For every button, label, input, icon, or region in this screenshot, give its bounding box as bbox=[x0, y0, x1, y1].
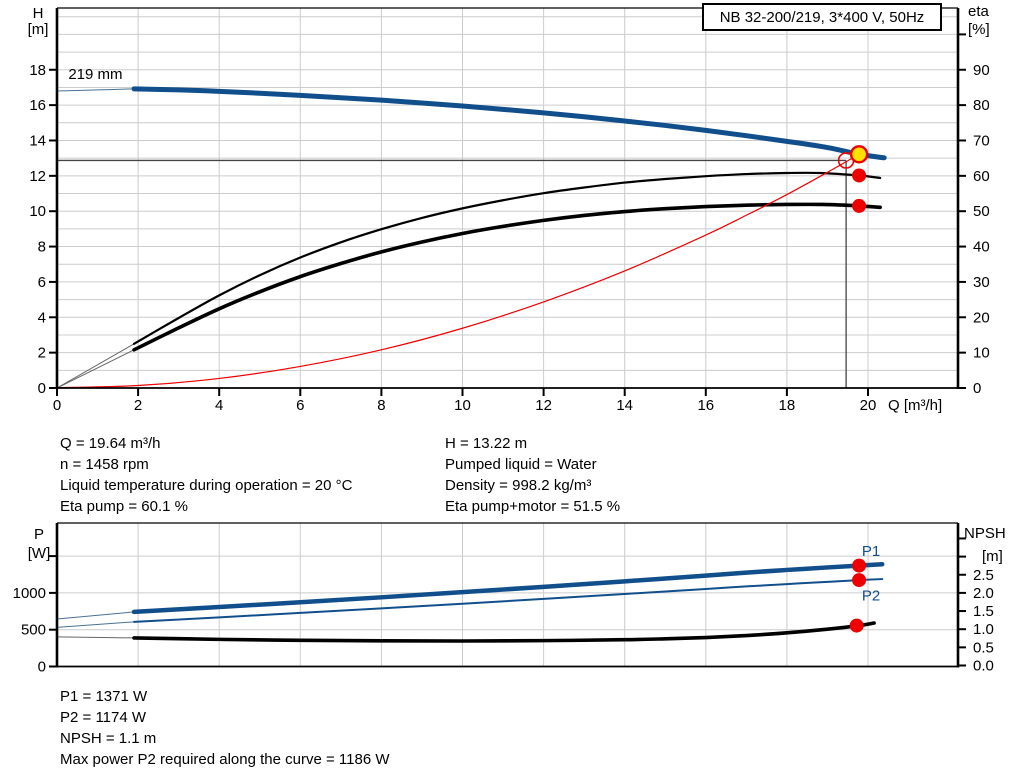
npsh-dot bbox=[849, 618, 864, 633]
result-eta-pump-motor: Eta pump+motor = 51.5 % bbox=[445, 498, 621, 515]
y-left-axis-unit: [m] bbox=[28, 21, 49, 38]
x-tick-label: 20 bbox=[860, 397, 877, 414]
y-right-tick-label: 60 bbox=[973, 168, 990, 185]
y-left-axis-title: H bbox=[33, 5, 44, 22]
y-right-tick-label: 1.0 bbox=[973, 621, 994, 638]
y-right-tick-label: 1.5 bbox=[973, 603, 994, 620]
y-left-tick-label: 1000 bbox=[13, 585, 46, 602]
x-tick-label: 4 bbox=[215, 397, 223, 414]
y-right-tick-label: 2.5 bbox=[973, 567, 994, 584]
eta-pump-motor-dot bbox=[852, 198, 867, 213]
result-density: Density = 998.2 kg/m³ bbox=[445, 477, 592, 494]
p1-label: P1 bbox=[862, 543, 880, 560]
p1-curve-lead bbox=[56, 611, 135, 620]
system-curve bbox=[56, 153, 860, 389]
result-speed: n = 1458 rpm bbox=[60, 456, 149, 473]
y-left-tick-label: 6 bbox=[38, 274, 46, 291]
duty-results-right: H = 13.22 m Pumped liquid = Water Densit… bbox=[445, 433, 620, 517]
p1-curve bbox=[131, 561, 885, 615]
result-liquid-temperature: Liquid temperature during operation = 20… bbox=[60, 477, 353, 494]
y-right-tick-label: 80 bbox=[973, 97, 990, 114]
y-right-tick-label: 40 bbox=[973, 239, 990, 256]
x-tick-label: 12 bbox=[535, 397, 552, 414]
y-left-tick-label: 500 bbox=[21, 622, 46, 639]
y-right-axis-unit: [m] bbox=[982, 548, 1003, 565]
pump-title-box: NB 32-200/219, 3*400 V, 50Hz bbox=[702, 3, 942, 31]
head-curve bbox=[131, 86, 887, 161]
duty-results-left: Q = 19.64 m³/h n = 1458 rpm Liquid tempe… bbox=[60, 433, 352, 517]
x-tick-label: 10 bbox=[454, 397, 471, 414]
y-right-tick-label: 30 bbox=[973, 274, 990, 291]
eta-pump-motor-curve bbox=[132, 202, 882, 352]
y-right-tick-label: 0.5 bbox=[973, 639, 994, 656]
x-tick-label: 18 bbox=[779, 397, 796, 414]
y-right-tick-label: 90 bbox=[973, 62, 990, 79]
y-right-axis-unit: [%] bbox=[968, 21, 990, 38]
eta-pump-dot bbox=[852, 168, 867, 183]
power-results: P1 = 1371 W P2 = 1174 W NPSH = 1.1 m Max… bbox=[60, 686, 390, 770]
y-left-tick-label: 14 bbox=[29, 132, 46, 149]
y-left-axis-unit: [W] bbox=[28, 545, 51, 562]
y-right-axis-title: eta bbox=[968, 3, 990, 20]
y-right-tick-label: 2.0 bbox=[973, 585, 994, 602]
y-right-axis-title: NPSH bbox=[964, 525, 1006, 542]
p2-dot bbox=[852, 573, 867, 588]
x-tick-label: 6 bbox=[296, 397, 304, 414]
eta-pump-motor-curve-lead bbox=[56, 349, 135, 389]
result-head: H = 13.22 m bbox=[445, 435, 528, 452]
y-left-tick-label: 16 bbox=[29, 97, 46, 114]
p2-curve-lead bbox=[56, 621, 135, 628]
result-eta-pump: Eta pump = 60.1 % bbox=[60, 498, 188, 515]
y-right-tick-label: 0.0 bbox=[973, 658, 994, 675]
y-right-tick-label: 0 bbox=[973, 380, 981, 397]
y-right-tick-label: 20 bbox=[973, 309, 990, 326]
y-left-tick-label: 0 bbox=[38, 380, 46, 397]
duty-point-marker bbox=[849, 145, 869, 164]
result-npsh: NPSH = 1.1 m bbox=[60, 730, 157, 747]
result-p1: P1 = 1371 W bbox=[60, 688, 148, 705]
npsh-curve-lead bbox=[56, 636, 135, 639]
p2-label: P2 bbox=[862, 587, 880, 604]
eta-pump-curve-lead bbox=[56, 343, 135, 389]
result-max-power: Max power P2 required along the curve = … bbox=[60, 751, 390, 768]
result-flow: Q = 19.64 m³/h bbox=[60, 435, 161, 452]
x-tick-label: 8 bbox=[377, 397, 385, 414]
x-tick-label: 14 bbox=[616, 397, 633, 414]
result-p2: P2 = 1174 W bbox=[60, 709, 147, 726]
y-left-tick-label: 10 bbox=[29, 203, 46, 220]
y-left-axis-title: P bbox=[34, 526, 44, 543]
y-left-tick-label: 12 bbox=[29, 168, 46, 185]
x-tick-label: 2 bbox=[134, 397, 142, 414]
y-right-tick-label: 10 bbox=[973, 345, 990, 362]
y-left-tick-label: 18 bbox=[29, 62, 46, 79]
npsh-curve bbox=[132, 621, 876, 643]
pump-title: NB 32-200/219, 3*400 V, 50Hz bbox=[719, 8, 925, 26]
x-tick-label: 0 bbox=[53, 397, 61, 414]
head-curve-lead bbox=[56, 88, 135, 92]
result-pumped-liquid: Pumped liquid = Water bbox=[445, 456, 597, 473]
power-npsh-chart: 0 500 1000 0.0 0.51.01.52.02.5 P1 P2 P [W] NPSH [m… bbox=[13, 522, 1006, 676]
qh-eta-chart: 0 2 4 6 8 10 12 14 16 18 20 0 2 4 6 8 10 12 14 16 18 0 10 20 30 4… bbox=[28, 3, 990, 414]
y-right-tick-label: 50 bbox=[973, 203, 990, 220]
p1-dot bbox=[852, 558, 867, 573]
eta-pump-curve bbox=[132, 171, 882, 345]
y-left-tick-label: 4 bbox=[38, 309, 46, 326]
y-left-tick-label: 8 bbox=[38, 239, 46, 256]
x-tick-label: 16 bbox=[697, 397, 714, 414]
y-left-tick-label: 2 bbox=[38, 345, 46, 362]
p2-curve bbox=[133, 578, 884, 623]
impeller-size-label: 219 mm bbox=[68, 66, 122, 83]
x-axis-unit: Q [m³/h] bbox=[888, 397, 942, 414]
y-right-tick-label: 70 bbox=[973, 132, 990, 149]
y-left-tick-label: 0 bbox=[38, 659, 46, 676]
